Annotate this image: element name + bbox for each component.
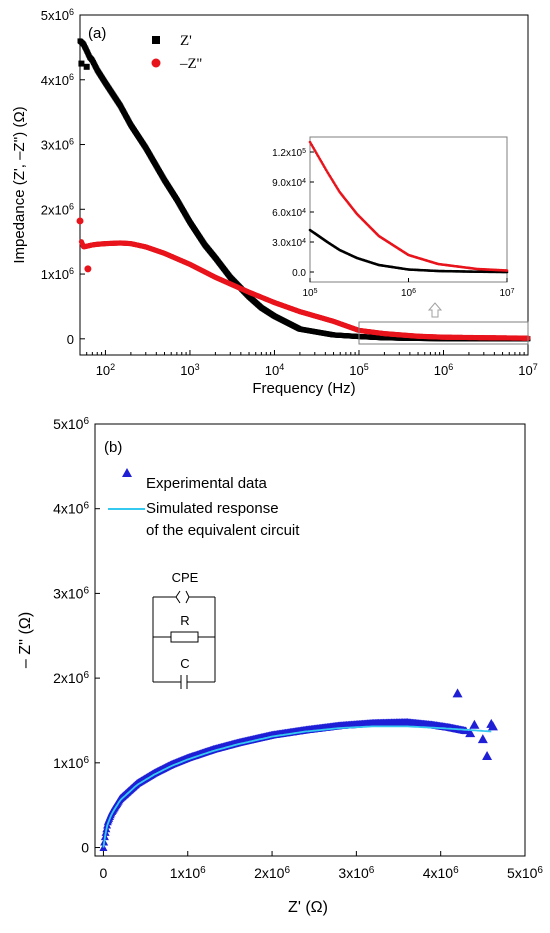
zreal-point — [78, 60, 85, 67]
x-tick-label: 1x106 — [170, 865, 206, 882]
circuit-label-cpe: CPE — [172, 570, 199, 585]
x-tick-label: 104 — [265, 362, 284, 378]
inset-frame — [309, 136, 508, 283]
inset-y-tick-label: 6.0x104 — [272, 208, 306, 220]
legend-marker-zreal — [152, 36, 160, 44]
panel-a-x-ticks: 102 103 104 105 106 107 — [79, 350, 538, 378]
panel-b-series — [99, 688, 498, 852]
inset-x-tick-label: 105 — [302, 288, 317, 300]
x-tick-label: 106 — [434, 362, 453, 378]
legend-marker-zimag — [151, 58, 161, 68]
inset-y-tick-label: 3.0x104 — [272, 238, 306, 250]
x-tick-label: 0 — [100, 865, 108, 881]
y-tick-label: 0 — [67, 332, 74, 347]
inset-zimag-point — [505, 269, 509, 272]
y-tick-label: 2x106 — [53, 670, 89, 687]
panel-a-ylabel: Impedance (Z', –Z'') (Ω) — [11, 106, 28, 263]
inset-x-tick-label: 107 — [499, 288, 514, 300]
panel-b-x-ticks: 0 1x106 2x106 3x106 4x106 5x106 — [100, 851, 543, 882]
y-tick-label: 4x106 — [53, 500, 89, 517]
zimag-point — [84, 265, 92, 273]
y-tick-label: 5x106 — [53, 416, 89, 433]
y-tick-label: 0 — [81, 840, 89, 856]
legend-label-experimental: Experimental data — [146, 475, 268, 492]
panel-b-label: (b) — [104, 439, 122, 456]
circuit-label-c: C — [180, 656, 189, 671]
inset-y-tick-label: 0.0 — [292, 268, 306, 279]
x-tick-label: 4x106 — [423, 865, 459, 882]
panel-b-ylabel: – Z'' (Ω) — [17, 612, 34, 668]
legend-label-zreal: Z' — [180, 33, 192, 49]
legend-label-simulated-line2: of the equivalent circuit — [146, 522, 300, 539]
panel-b: (b) 0 1x106 2x106 3x106 4x106 5x106 0 1x106 2x1… — [17, 416, 543, 917]
inset-y-tick-label: 9.0x104 — [272, 178, 306, 190]
y-tick-label: 2x106 — [41, 201, 74, 217]
inset-x-ticks: 105 106 107 — [302, 278, 515, 300]
experimental-point — [465, 728, 476, 738]
up-arrow-icon — [427, 302, 443, 318]
equivalent-circuit-diagram — [152, 590, 216, 689]
y-tick-label: 1x106 — [41, 266, 74, 282]
x-tick-label: 2x106 — [254, 865, 290, 882]
x-tick-label: 107 — [518, 362, 537, 378]
x-tick-label: 103 — [180, 362, 199, 378]
experimental-point — [482, 751, 493, 761]
y-tick-label: 1x106 — [53, 754, 89, 771]
x-tick-label: 3x106 — [338, 865, 374, 882]
zoom-region-box — [358, 321, 529, 345]
inset-series — [308, 140, 509, 274]
panel-a: (a) 0 1x106 2x106 3x106 4x106 5x106 102 103 104… — [11, 7, 538, 397]
x-tick-label: 102 — [96, 362, 115, 378]
x-tick-label: 5x106 — [507, 865, 543, 882]
zimag-point — [76, 217, 84, 225]
zreal-point — [83, 63, 90, 70]
panel-b-y-ticks: 0 1x106 2x106 3x106 4x106 5x106 — [53, 416, 100, 856]
y-tick-label: 5x106 — [41, 7, 74, 23]
y-tick-label: 3x106 — [53, 585, 89, 602]
panel-a-label: (a) — [88, 25, 106, 42]
panel-a-series — [76, 38, 531, 342]
panel-b-frame — [94, 423, 526, 857]
simulated-response-line — [102, 725, 492, 848]
experimental-point — [452, 688, 463, 698]
legend-marker-experimental — [122, 468, 132, 477]
inset-x-tick-label: 106 — [401, 288, 416, 300]
x-tick-label: 105 — [349, 362, 368, 378]
panel-a-xlabel: Frequency (Hz) — [252, 380, 355, 397]
legend-label-zimag: –Z'' — [179, 56, 202, 72]
panel-b-xlabel: Z' (Ω) — [288, 899, 328, 916]
y-tick-label: 4x106 — [41, 72, 74, 88]
experimental-point — [477, 734, 488, 744]
y-tick-label: 3x106 — [41, 137, 74, 153]
circuit-label-r: R — [180, 613, 189, 628]
experimental-point — [487, 721, 498, 731]
experimental-point — [469, 719, 480, 729]
inset-y-ticks: 0.0 3.0x104 6.0x104 9.0x104 1.2x105 — [272, 148, 314, 279]
panel-a-legend: Z' –Z'' — [151, 33, 202, 72]
panel-b-legend: Experimental data Simulated response of … — [108, 468, 300, 539]
inset-y-tick-label: 1.2x105 — [272, 148, 306, 160]
legend-label-simulated: Simulated response — [146, 500, 279, 517]
panel-a-y-ticks: 0 1x106 2x106 3x106 4x106 5x106 — [41, 7, 85, 347]
panel-a-frame — [79, 14, 529, 356]
